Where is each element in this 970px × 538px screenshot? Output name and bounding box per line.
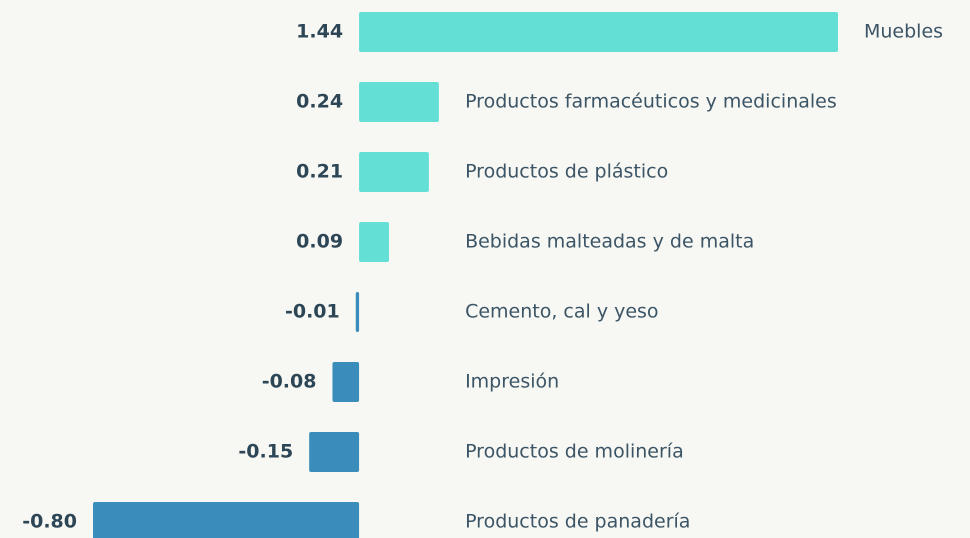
value-label: -0.08 <box>262 371 317 393</box>
bar <box>359 222 390 262</box>
bar <box>359 12 838 52</box>
value-label: 0.24 <box>296 91 343 113</box>
bar <box>93 502 360 538</box>
category-label: Productos de plástico <box>465 161 668 183</box>
bar <box>359 152 429 192</box>
value-label: 0.21 <box>296 161 343 183</box>
category-label: Muebles <box>864 21 943 43</box>
category-label: Productos de panadería <box>465 511 690 533</box>
bar <box>309 432 360 472</box>
bar <box>332 362 360 402</box>
category-label: Cemento, cal y yeso <box>465 301 658 323</box>
value-label: -0.01 <box>285 301 340 323</box>
value-label: 0.09 <box>296 231 343 253</box>
category-label: Bebidas malteadas y de malta <box>465 231 754 253</box>
category-label: Productos de molinería <box>465 441 684 463</box>
value-label: 1.44 <box>296 21 343 43</box>
bar <box>359 82 439 122</box>
value-label: -0.15 <box>238 441 293 463</box>
bar <box>355 292 360 332</box>
category-label: Impresión <box>465 371 559 393</box>
value-label: -0.80 <box>22 511 77 533</box>
category-label: Productos farmacéuticos y medicinales <box>465 91 837 113</box>
